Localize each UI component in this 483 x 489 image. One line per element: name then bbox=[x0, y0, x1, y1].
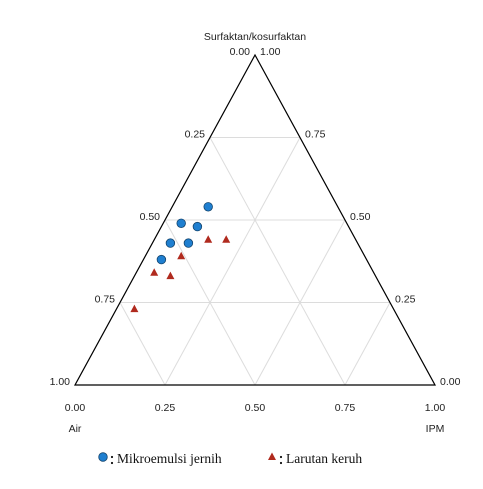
point bbox=[183, 238, 194, 248]
left-tick-label: 0.75 bbox=[95, 293, 116, 305]
grid-line bbox=[209, 137, 346, 386]
point bbox=[166, 271, 175, 280]
bottom-tick-label: 0.25 bbox=[155, 402, 176, 414]
right-tick-label: 0.25 bbox=[395, 293, 416, 305]
legend-label: Larutan keruh bbox=[286, 451, 362, 466]
point bbox=[203, 202, 213, 212]
legend-separator bbox=[279, 461, 283, 465]
grid bbox=[74, 54, 436, 386]
triangle-frame bbox=[73, 53, 437, 386]
legend-marker bbox=[268, 452, 276, 460]
grid-line bbox=[344, 302, 391, 386]
point bbox=[165, 238, 176, 248]
bottom-tick-label: 0.75 bbox=[335, 402, 356, 414]
point bbox=[192, 221, 203, 232]
right-tick-label: 0.75 bbox=[305, 128, 326, 140]
right-tick-label: 0.00 bbox=[440, 376, 461, 388]
right-tick-label: 1.00 bbox=[260, 46, 281, 58]
bottom-tick-label: 0.50 bbox=[245, 402, 266, 414]
left-axis-label: Air bbox=[69, 423, 82, 435]
left-tick-label: 0.00 bbox=[230, 46, 251, 58]
left-tick-label: 0.50 bbox=[140, 211, 161, 223]
legend-separator bbox=[110, 461, 114, 465]
point bbox=[177, 251, 186, 260]
legend-marker bbox=[98, 452, 108, 462]
point bbox=[176, 218, 186, 229]
point bbox=[130, 304, 139, 313]
data-marks bbox=[130, 202, 231, 313]
legend-separator bbox=[279, 455, 283, 459]
grid-line bbox=[254, 219, 346, 386]
top-axis-label: Surfaktan/kosurfaktan bbox=[204, 31, 306, 43]
right-tick-label: 0.50 bbox=[350, 211, 371, 223]
grid-line bbox=[164, 137, 301, 386]
left-tick-label: 0.25 bbox=[185, 128, 206, 140]
point bbox=[222, 235, 231, 243]
legend-separator bbox=[110, 455, 114, 459]
legend: Mikroemulsi jernih Larutan keruh bbox=[98, 451, 362, 466]
bottom-tick-label: 0.00 bbox=[65, 402, 86, 414]
bottom-tick-label: 1.00 bbox=[425, 402, 446, 414]
left-tick-label: 1.00 bbox=[50, 376, 71, 388]
right-axis-label: IPM bbox=[426, 423, 445, 435]
legend-label: Mikroemulsi jernih bbox=[117, 451, 222, 466]
point bbox=[150, 268, 159, 276]
grid-line bbox=[119, 302, 166, 386]
point bbox=[204, 235, 213, 243]
point bbox=[156, 254, 167, 265]
